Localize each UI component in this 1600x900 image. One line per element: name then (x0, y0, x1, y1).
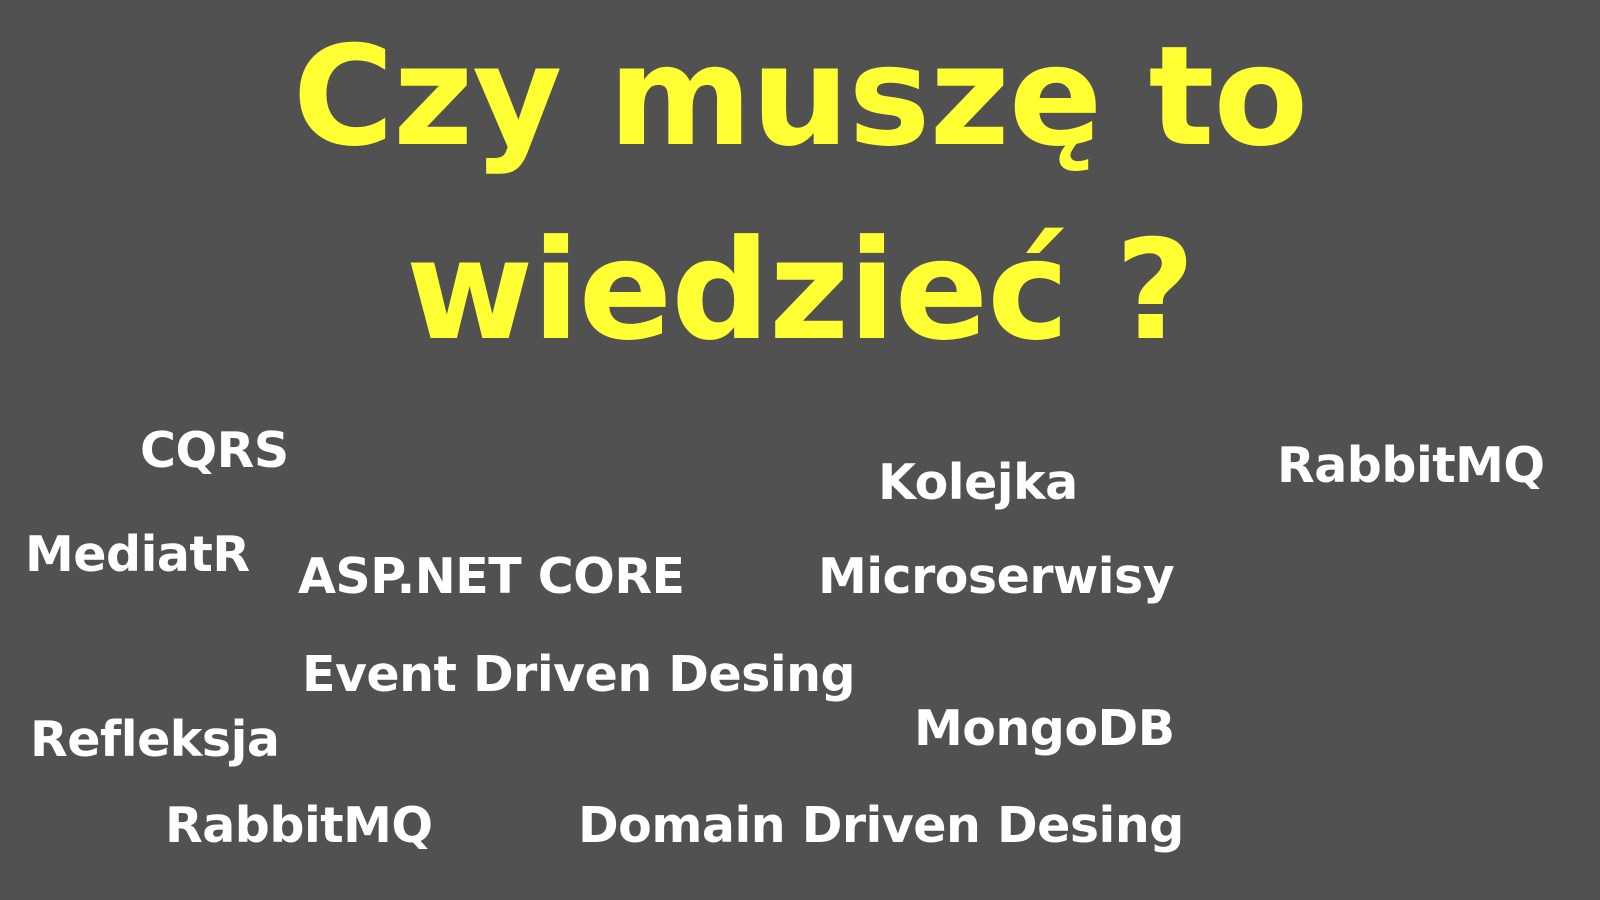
title-line-1: Czy muszę to (292, 16, 1309, 177)
term-domain-driven: Domain Driven Desing (578, 797, 1184, 854)
term-mediatr: MediatR (25, 526, 250, 583)
term-refleksja: Refleksja (30, 711, 280, 768)
term-kolejka: Kolejka (878, 454, 1078, 511)
title-line-2: wiedzieć ? (405, 210, 1195, 371)
term-microserwisy: Microserwisy (818, 548, 1175, 605)
term-rabbitmq-top: RabbitMQ (1277, 437, 1545, 494)
term-rabbitmq-bottom: RabbitMQ (165, 797, 433, 854)
term-mongodb: MongoDB (914, 700, 1175, 757)
term-aspnet-core: ASP.NET CORE (298, 548, 685, 605)
term-event-driven: Event Driven Desing (302, 646, 856, 703)
term-cqrs: CQRS (140, 422, 289, 479)
